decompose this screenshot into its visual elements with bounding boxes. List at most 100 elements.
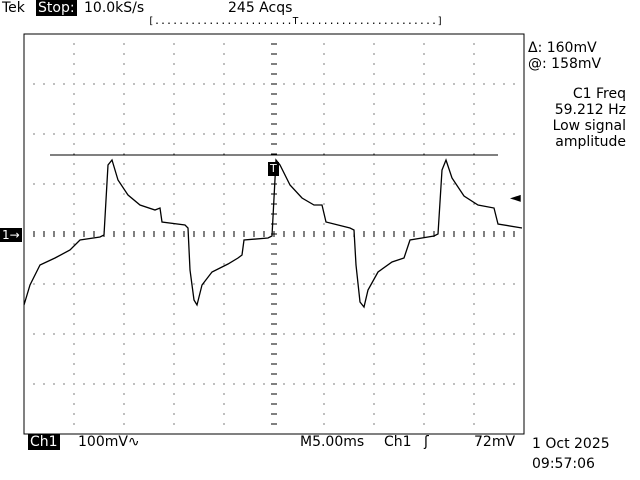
grid-dot: [473, 323, 475, 325]
measurement-warning-line1: Low signal: [552, 118, 626, 134]
grid-dot: [223, 93, 225, 95]
grid-dot: [283, 283, 285, 285]
grid-dot: [23, 283, 25, 285]
timebase: M5.00ms: [300, 434, 365, 450]
grid-dot: [243, 283, 245, 285]
grid-dot: [423, 413, 425, 415]
grid-dot: [363, 283, 365, 285]
grid-dot: [423, 173, 425, 175]
grid-dot: [123, 203, 125, 205]
grid-dot: [123, 223, 125, 225]
grid-dot: [373, 363, 375, 365]
grid-dot: [373, 383, 375, 385]
grid-dot: [163, 283, 165, 285]
grid-dot: [473, 73, 475, 75]
grid-dot: [23, 133, 25, 135]
time: 09:57:06: [532, 456, 595, 472]
grid-dot: [513, 283, 515, 285]
grid-dot: [423, 43, 425, 45]
grid-dot: [373, 243, 375, 245]
grid-dot: [33, 133, 35, 135]
grid-dot: [123, 103, 125, 105]
grid-dot: [423, 433, 425, 435]
grid-dot: [323, 263, 325, 265]
grid-dot: [323, 333, 325, 335]
grid-dot: [323, 33, 325, 35]
grid-dot: [73, 203, 75, 205]
grid-dot: [173, 103, 175, 105]
grid-dot: [523, 383, 525, 385]
trigger-level-arrow-icon[interactable]: ◄: [510, 190, 521, 206]
grid-dot: [373, 103, 375, 105]
channel-badge[interactable]: Ch1: [28, 434, 60, 450]
grid-dot: [103, 333, 105, 335]
grid-dot: [223, 33, 225, 35]
grid-dot: [323, 323, 325, 325]
grid-dot: [253, 333, 255, 335]
grid-dot: [423, 383, 425, 385]
grid-dot: [513, 333, 515, 335]
grid-dot: [173, 113, 175, 115]
grid-dot: [123, 403, 125, 405]
grid-dot: [303, 333, 305, 335]
grid-dot: [323, 433, 325, 435]
grid-dot: [173, 53, 175, 55]
grid-dot: [173, 123, 175, 125]
grid-dot: [223, 383, 225, 385]
grid-dot: [253, 133, 255, 135]
grid-dot: [373, 433, 375, 435]
grid-dot: [73, 143, 75, 145]
grid-dot: [373, 323, 375, 325]
grid-dot: [183, 83, 185, 85]
grid-dot: [313, 183, 315, 185]
grid-dot: [73, 193, 75, 195]
grid-dot: [433, 83, 435, 85]
grid-dot: [473, 173, 475, 175]
grid-dot: [133, 333, 135, 335]
grid-dot: [223, 143, 225, 145]
grid-dot: [173, 43, 175, 45]
grid-dot: [353, 283, 355, 285]
grid-dot: [383, 183, 385, 185]
grid-dot: [203, 133, 205, 135]
grid-dot: [173, 183, 175, 185]
grid-dot: [523, 333, 525, 335]
grid-dot: [223, 73, 225, 75]
grid-dot: [433, 333, 435, 335]
ch1-ground-marker[interactable]: 1→: [0, 228, 22, 242]
grid-dot: [363, 133, 365, 135]
grid-dot: [413, 383, 415, 385]
grid-dot: [443, 283, 445, 285]
grid-dot: [223, 373, 225, 375]
grid-dot: [373, 143, 375, 145]
grid-dot: [493, 183, 495, 185]
grid-dot: [423, 113, 425, 115]
grid-dot: [473, 303, 475, 305]
grid-dot: [123, 183, 125, 185]
grid-dot: [323, 173, 325, 175]
grid-dot: [123, 173, 125, 175]
grid-dot: [73, 363, 75, 365]
run-state-badge[interactable]: Stop:: [36, 0, 77, 16]
grid-dot: [123, 343, 125, 345]
grid-dot: [433, 183, 435, 185]
grid-dot: [173, 193, 175, 195]
grid-dot: [173, 273, 175, 275]
grid-dot: [223, 193, 225, 195]
grid-dot: [73, 53, 75, 55]
grid-dot: [103, 383, 105, 385]
grid-dot: [223, 283, 225, 285]
grid-dot: [373, 333, 375, 335]
grid-dot: [323, 153, 325, 155]
grid-dot: [483, 383, 485, 385]
grid-dot: [383, 383, 385, 385]
grid-dot: [423, 353, 425, 355]
grid-dot: [473, 123, 475, 125]
grid-dot: [373, 63, 375, 65]
grid-dot: [423, 313, 425, 315]
grid-dot: [63, 183, 65, 185]
grid-dot: [173, 133, 175, 135]
grid-dot: [453, 183, 455, 185]
grid-dot: [453, 333, 455, 335]
